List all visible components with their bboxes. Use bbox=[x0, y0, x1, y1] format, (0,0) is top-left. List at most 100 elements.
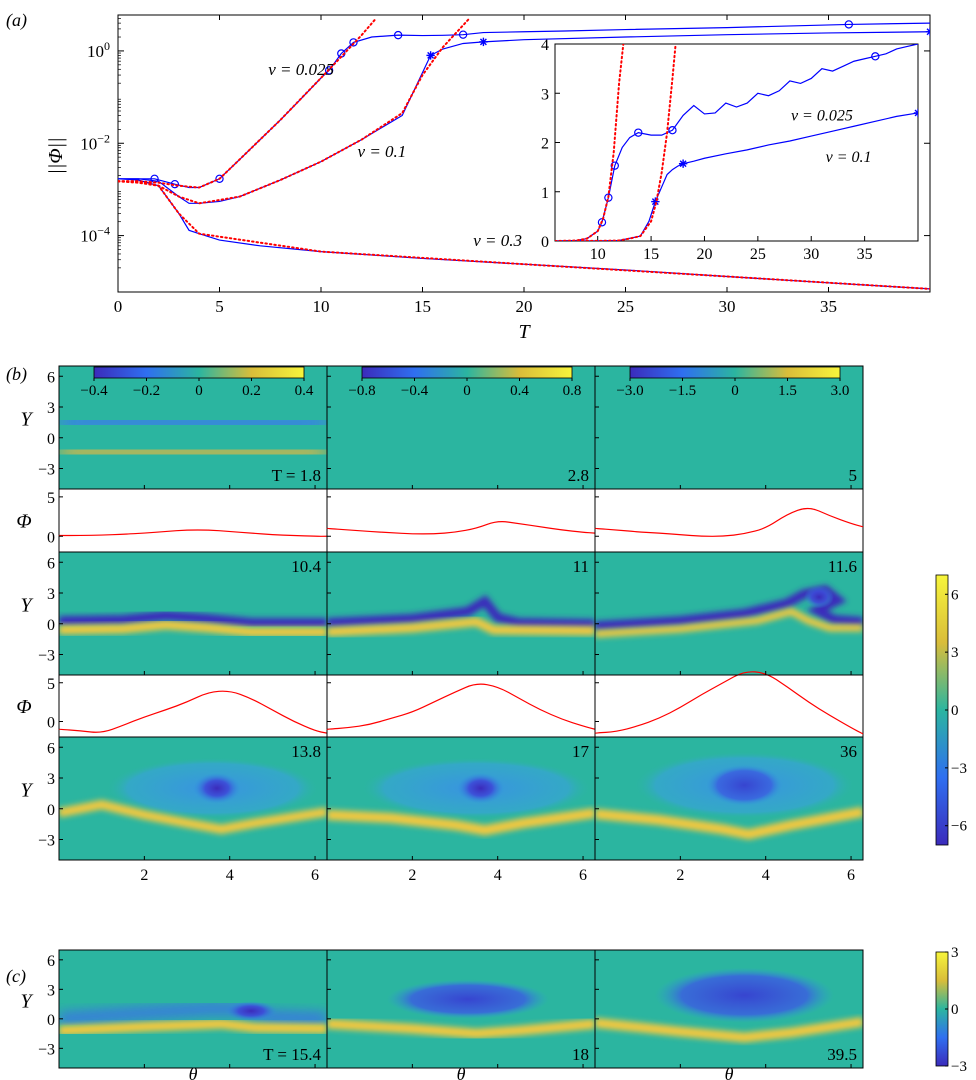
time-label: T = 15.4 bbox=[263, 1045, 321, 1064]
curve-annotation: ν = 0.3 bbox=[473, 231, 522, 250]
field-panel bbox=[327, 366, 595, 489]
field-panel bbox=[327, 950, 595, 1068]
colorbar-top-label: −0.4 bbox=[401, 383, 429, 399]
profile-ytick-label: 5 bbox=[47, 676, 55, 693]
curve-annotation: ν = 0.025 bbox=[268, 60, 334, 79]
field-ylabel: Y bbox=[20, 595, 33, 617]
main-xtick-label: 25 bbox=[617, 297, 634, 316]
shear-layer bbox=[327, 807, 595, 836]
colorbar-b-label: −6 bbox=[951, 819, 967, 835]
theta-label: θ bbox=[725, 1064, 734, 1080]
marker bbox=[458, 30, 468, 39]
shear-layer bbox=[327, 1018, 595, 1039]
inset-xtick-label: 35 bbox=[857, 246, 873, 263]
colorbar-top-label: 0.4 bbox=[510, 383, 529, 399]
time-label: 18 bbox=[572, 1045, 589, 1064]
vortex-sheet bbox=[327, 595, 595, 629]
field-ylabel: Y bbox=[20, 991, 33, 1013]
field-panel bbox=[595, 950, 863, 1068]
linear-curve bbox=[118, 17, 471, 205]
colorbar-top-label: 0.4 bbox=[295, 383, 314, 399]
field-ytick-label: 6 bbox=[47, 555, 55, 572]
field-xtick-label: 2 bbox=[140, 867, 148, 884]
field-frame bbox=[594, 551, 864, 676]
profile-frame bbox=[326, 488, 596, 553]
colorbar-top-label: −0.4 bbox=[80, 383, 108, 399]
colorbar-top-label: −0.8 bbox=[348, 383, 375, 399]
main-ytick-label: 100 bbox=[87, 39, 110, 61]
inset-xtick-label: 25 bbox=[750, 246, 766, 263]
inset-ytick-label: 3 bbox=[541, 86, 549, 103]
linear-curve bbox=[118, 180, 930, 290]
field-ytick-label: −3 bbox=[38, 1041, 55, 1058]
field-ytick-label: 6 bbox=[47, 740, 55, 757]
main-ytick-label: 10−2 bbox=[80, 131, 110, 153]
field-xtick-label: 2 bbox=[408, 867, 416, 884]
profile-ytick-label: 5 bbox=[47, 490, 55, 507]
colorbar-b-label: 6 bbox=[951, 587, 959, 603]
panel-a-label: (a) bbox=[6, 10, 27, 31]
shear-layer bbox=[59, 620, 327, 637]
inset-marker bbox=[871, 52, 880, 61]
profile-frame bbox=[58, 488, 328, 553]
field-xtick-label: 2 bbox=[676, 867, 684, 884]
inset-background bbox=[554, 43, 919, 242]
main-xlabel: T bbox=[518, 321, 531, 343]
main-xtick-label: 15 bbox=[414, 297, 431, 316]
marker bbox=[324, 66, 334, 75]
vortex-core bbox=[804, 585, 834, 609]
colorbar-top-label: 0.8 bbox=[563, 383, 582, 399]
linear-curve bbox=[118, 17, 377, 189]
field-frame bbox=[594, 736, 864, 861]
shear-layer bbox=[59, 1018, 327, 1036]
main-ylabel: ||Φ|| bbox=[45, 137, 67, 174]
field-ytick-label: 3 bbox=[47, 586, 55, 603]
field-panel bbox=[595, 366, 863, 489]
phi-ylabel: Φ bbox=[16, 511, 31, 533]
inset-ytick-label: 2 bbox=[541, 136, 549, 153]
field-ytick-label: 0 bbox=[47, 617, 55, 634]
colorbar-top-label: 1.5 bbox=[778, 383, 797, 399]
main-xtick-label: 35 bbox=[820, 297, 837, 316]
field-xtick-label: 6 bbox=[311, 867, 319, 884]
vortex-core bbox=[654, 967, 834, 1023]
phi-profile bbox=[594, 507, 864, 537]
profile-frame bbox=[326, 674, 596, 738]
field-panel bbox=[327, 552, 595, 675]
field-ytick-label: 3 bbox=[47, 982, 55, 999]
inset-series bbox=[555, 44, 918, 241]
inset-nu-curve bbox=[555, 112, 918, 241]
time-label: 11.6 bbox=[828, 557, 857, 576]
field-xtick-label: 6 bbox=[847, 867, 855, 884]
inset-linear-curve bbox=[555, 44, 677, 241]
field-frame bbox=[594, 365, 864, 490]
field-ytick-label: 0 bbox=[47, 431, 55, 448]
field-panel bbox=[327, 737, 595, 860]
colorbar-top-label: 0.2 bbox=[242, 383, 261, 399]
main-xtick-label: 0 bbox=[114, 297, 123, 316]
colorbars-top: −0.4 −0.2 0 0.2 0.4 −0.8 −0.4 0 0.4 0.8 −3.0 −1.5 0 1… bbox=[80, 366, 849, 399]
phi-profile bbox=[58, 529, 328, 537]
inset-ytick-label: 1 bbox=[541, 185, 549, 202]
vortex-core bbox=[193, 772, 241, 804]
marker bbox=[925, 27, 930, 36]
inset-xtick-label: 10 bbox=[590, 246, 606, 263]
inset-marker bbox=[604, 193, 613, 202]
main-xtick-label: 10 bbox=[313, 297, 330, 316]
fields-layer bbox=[59, 366, 863, 1068]
main-ytick-label: 10−4 bbox=[80, 224, 110, 246]
colorbar-top-label: 0 bbox=[195, 383, 203, 399]
profile-frame bbox=[594, 488, 864, 553]
field-xtick-label: 6 bbox=[579, 867, 587, 884]
colorbar-c-label: −3 bbox=[951, 1059, 967, 1075]
main-xtick-label: 20 bbox=[516, 297, 533, 316]
vortex-sheet bbox=[59, 610, 327, 628]
colorbar-top-label: −0.2 bbox=[133, 383, 160, 399]
shear-layer bbox=[595, 1016, 863, 1043]
field-xtick-label: 4 bbox=[494, 867, 502, 884]
field-ytick-label: −3 bbox=[38, 462, 55, 479]
inset-ytick-label: 4 bbox=[541, 37, 549, 54]
inset-marker bbox=[678, 159, 688, 168]
main-xtick-label: 30 bbox=[719, 297, 736, 316]
phi-profile bbox=[326, 683, 596, 730]
